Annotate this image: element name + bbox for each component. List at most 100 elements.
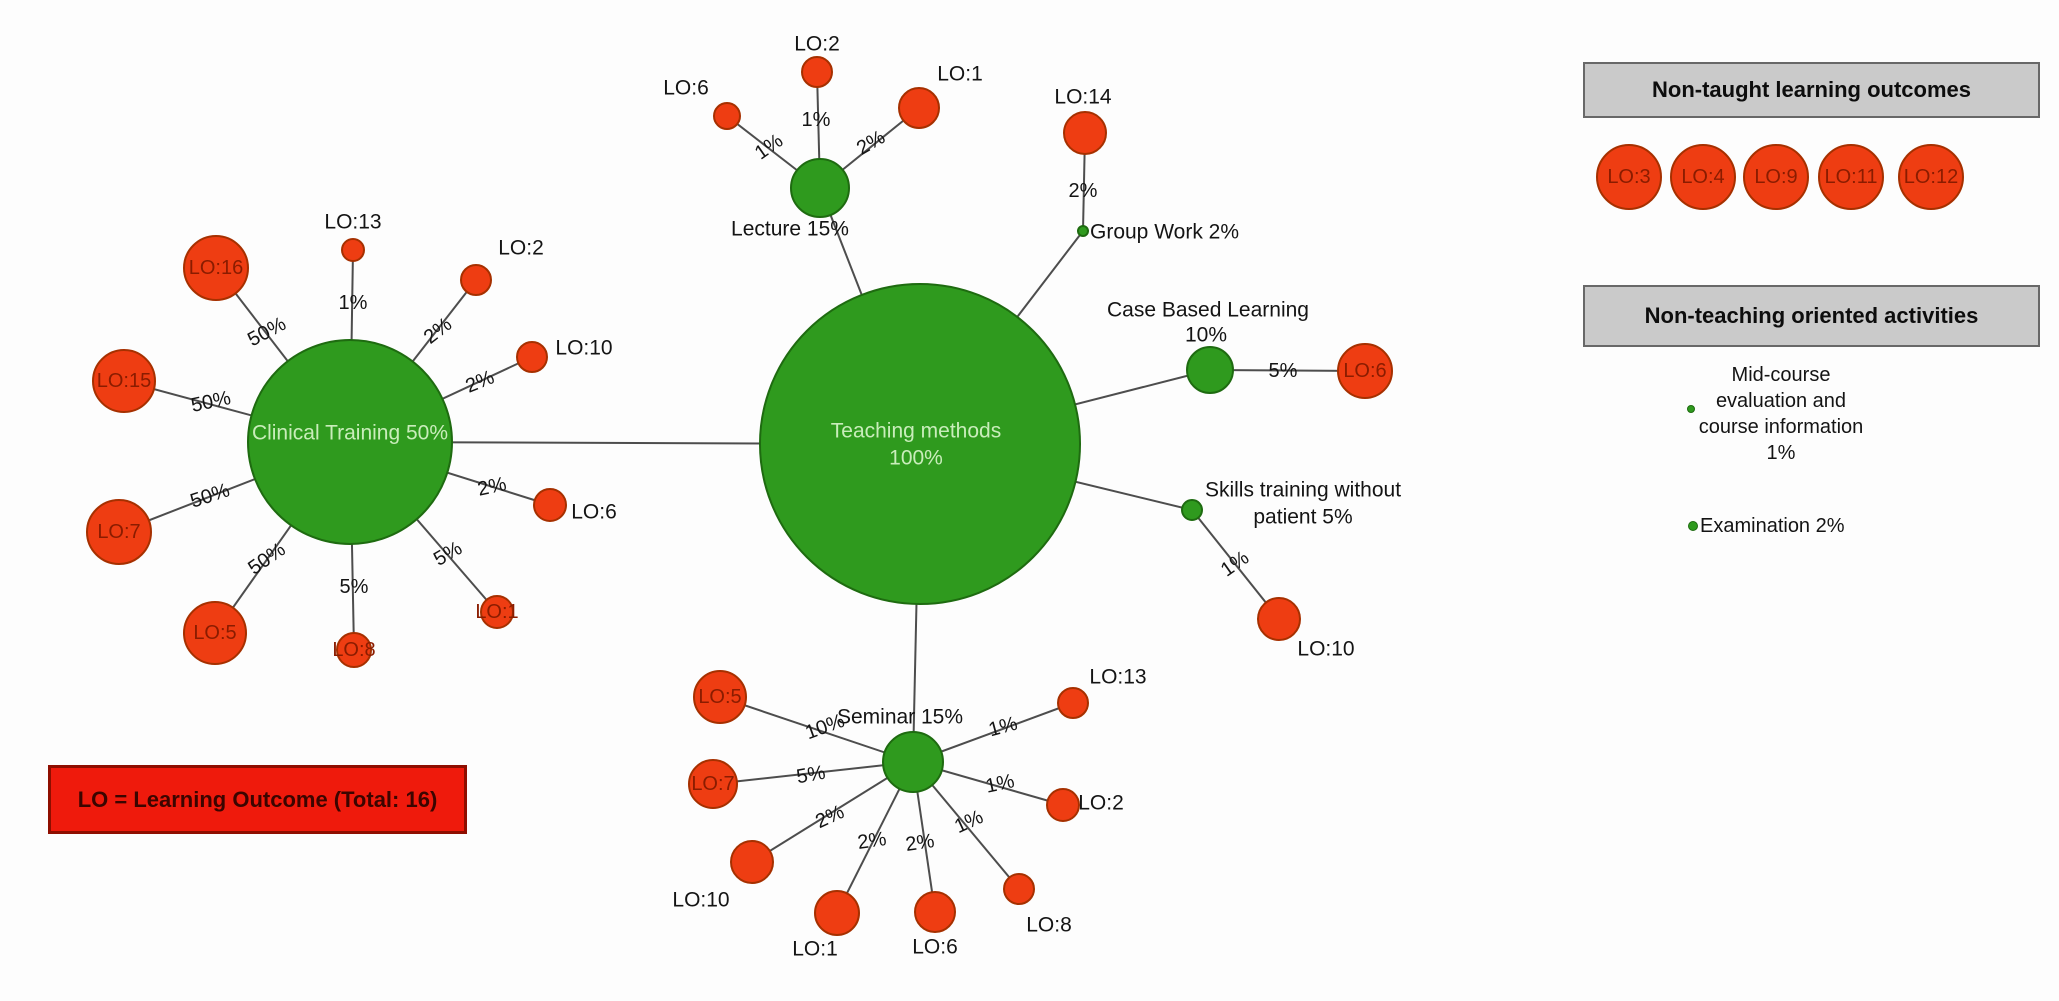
clinical-lo6-node: [533, 488, 567, 522]
legend-box: LO = Learning Outcome (Total: 16): [48, 765, 467, 834]
lecture-lo1-node: [898, 87, 940, 129]
lecture-lo2-label: LO:2: [794, 33, 840, 56]
groupwork-lo14-pct-label: 2%: [1069, 180, 1098, 202]
non-taught-lo9-node: LO:9: [1743, 144, 1809, 210]
clinical-lo15-label: LO:15: [97, 370, 151, 392]
clinical-lo1-node: [480, 595, 514, 629]
seminar-lo5-edge: [719, 696, 914, 763]
seminar-lo7-pct-label: 5%: [795, 762, 828, 789]
skills-lo10-pct-label: 1%: [1217, 547, 1253, 582]
seminar-lo8-pct-label: 1%: [951, 806, 987, 838]
clinical-lo10-pct-label: 2%: [462, 366, 497, 397]
seminar-lo1-pct-label: 2%: [856, 828, 888, 854]
clinical-lo10-label: LO:10: [555, 337, 612, 360]
mid-course-line-2: evaluation and: [1715, 390, 1847, 412]
clinical-lo8-node: [336, 632, 372, 668]
examination-label: Examination 2%: [1700, 515, 1845, 537]
clinical-lo6-pct-label: 2%: [476, 473, 509, 501]
non-teaching-panel-header: Non-teaching oriented activities: [1583, 285, 2040, 347]
non-taught-lo3-label: LO:3: [1607, 165, 1651, 188]
non-taught-lo11-label: LO:11: [1824, 165, 1878, 188]
seminar-lo5-pct-label: 10%: [802, 710, 847, 744]
groupwork-lo14-node: [1063, 111, 1107, 155]
non-taught-lo3-node: LO:3: [1596, 144, 1662, 210]
clinical-lo13-label: LO:13: [324, 211, 381, 234]
clinical-lo1-label: LO:1: [475, 601, 518, 623]
non-taught-panel-header: Non-taught learning outcomes: [1583, 62, 2040, 118]
seminar-lo7-node: [688, 759, 738, 809]
clinical-lo13-pct-label: 1%: [339, 292, 368, 314]
seminar-lo7-edge: [712, 761, 914, 785]
clinical-lo16-label: LO:16: [189, 257, 243, 279]
clinical-lo2-label: LO:2: [498, 237, 544, 260]
skills-training-label-0: Skills training without: [1205, 479, 1401, 502]
seminar-lo13-pct-label: 1%: [986, 713, 1020, 742]
clinical-lo16-pct-label: 50%: [244, 313, 290, 351]
lecture-lo1-pct-label: 2%: [853, 126, 889, 160]
clinical-lo7-node: [86, 499, 152, 565]
seminar-lo1-node: [814, 890, 860, 936]
groupwork-lo14-label: LO:14: [1054, 86, 1112, 109]
teaching-methods-label-1: 100%: [889, 447, 943, 470]
clinical-lo7-pct-label: 50%: [188, 479, 233, 512]
lecture-lo1-label: LO:1: [937, 63, 983, 86]
seminar-lo2-node: [1046, 788, 1080, 822]
mid-course-line-4: 1%: [1766, 442, 1796, 464]
skills-lo10-node: [1257, 597, 1301, 641]
cbl-lo6-node: [1337, 343, 1393, 399]
non-taught-lo12-node: LO:12: [1898, 144, 1964, 210]
seminar-lo10-node: [730, 840, 774, 884]
cbl-lo6-pct-label: 5%: [1269, 360, 1298, 382]
clinical-lo10-node: [516, 341, 548, 373]
lecture-node: [790, 158, 850, 218]
teaching-methods-node: [759, 283, 1081, 605]
seminar-lo1-label: LO:1: [792, 938, 838, 961]
case-based-learning-label-1: 10%: [1185, 324, 1227, 347]
seminar-lo10-label: LO:10: [672, 889, 729, 912]
skills-training-node: [1181, 499, 1203, 521]
case-based-learning-node: [1186, 346, 1234, 394]
clinical-lo5-pct-label: 50%: [244, 538, 290, 579]
seminar-lo2-label: LO:2: [1078, 792, 1124, 815]
seminar-lo6-label: LO:6: [912, 936, 958, 959]
clinical-lo13-node: [341, 238, 365, 262]
mid-course-line-3: course information: [1698, 416, 1864, 438]
skills-lo10-edge: [1191, 509, 1280, 620]
seminar-lo13-node: [1057, 687, 1089, 719]
non-taught-lo11-node: LO:11: [1818, 144, 1884, 210]
lecture-lo2-pct-label: 1%: [802, 109, 831, 131]
mid-course-evaluation-dot-icon: [1687, 405, 1695, 413]
clinical-lo7-label: LO:7: [97, 521, 140, 543]
seminar-lo10-edge: [751, 761, 914, 863]
seminar-lo5-node: [693, 670, 747, 724]
node-layer: [86, 56, 1393, 936]
seminar-lo2-pct-label: 1%: [984, 770, 1017, 798]
clinical-lo8-label: LO:8: [332, 639, 375, 661]
clinical-lo8-pct-label: 5%: [340, 576, 369, 598]
non-taught-lo4-label: LO:4: [1681, 165, 1725, 188]
non-teaching-panel-title: Non-teaching oriented activities: [1644, 303, 1979, 328]
clinical-lo5-label: LO:5: [193, 622, 236, 644]
clinical-lo16-node: [183, 235, 249, 301]
seminar-lo6-pct-label: 2%: [904, 830, 936, 856]
lecture-lo6-label: LO:6: [663, 77, 709, 100]
clinical-lo6-label: LO:6: [571, 501, 617, 524]
lecture-label-0: Lecture 15%: [731, 218, 849, 241]
clinical-training-node: [247, 339, 453, 545]
mid-course-line-1: Mid-course: [1731, 364, 1831, 386]
non-taught-lo4-node: LO:4: [1670, 144, 1736, 210]
seminar-lo6-node: [914, 891, 956, 933]
clinical-lo15-pct-label: 50%: [189, 387, 233, 417]
skills-training-label-1: patient 5%: [1253, 506, 1352, 529]
label-layer: Teaching methods 100% Clinical Training 50…: [97, 33, 1401, 961]
clinical-training-label-0: Clinical Training 50%: [252, 422, 448, 445]
group-work-node: [1077, 225, 1089, 237]
clinical-lo15-node: [92, 349, 156, 413]
lecture-lo6-node: [713, 102, 741, 130]
cbl-lo6-label: LO:6: [1343, 360, 1386, 382]
group-work-label-0: Group Work 2%: [1090, 221, 1239, 244]
seminar-label-0: Seminar 15%: [837, 706, 963, 729]
lecture-lo2-node: [801, 56, 833, 88]
